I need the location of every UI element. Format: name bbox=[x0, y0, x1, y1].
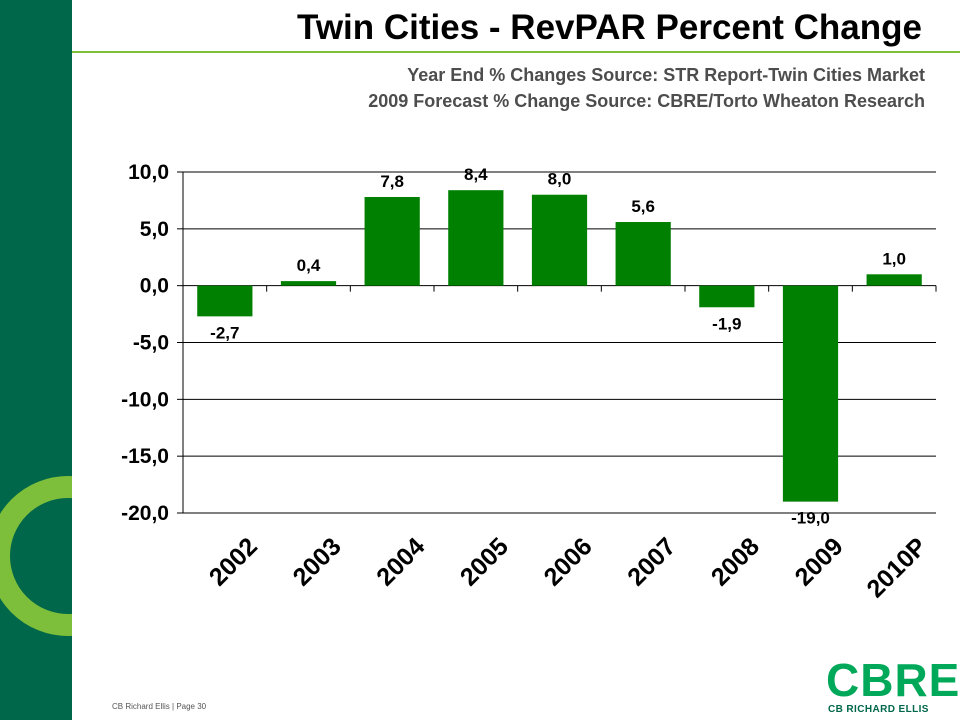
x-tick-label: 2005 bbox=[455, 532, 514, 591]
bar bbox=[782, 285, 839, 502]
y-tick-label: 10,0 bbox=[128, 161, 169, 184]
data-label: 0,4 bbox=[297, 256, 321, 275]
data-label: -1,9 bbox=[712, 314, 741, 333]
x-tick-label: 2004 bbox=[371, 532, 430, 591]
subtitle-line-2: 2009 Forecast % Change Source: CBRE/Tort… bbox=[368, 91, 925, 111]
y-tick-label: 0,0 bbox=[140, 275, 169, 298]
bar bbox=[448, 190, 504, 286]
data-label: 8,0 bbox=[548, 170, 572, 189]
y-tick-label: 5,0 bbox=[140, 218, 169, 241]
y-tick-label: -15,0 bbox=[121, 445, 169, 468]
subtitle: Year End % Changes Source: STR Report-Tw… bbox=[368, 62, 925, 114]
brand-sidebar bbox=[0, 0, 72, 720]
y-tick-label: -20,0 bbox=[121, 502, 169, 525]
x-tick-label: 2007 bbox=[622, 532, 681, 591]
data-label: -19,0 bbox=[791, 509, 830, 528]
x-tick-label: 2008 bbox=[706, 532, 765, 591]
bar bbox=[280, 281, 337, 286]
x-tick-label: 2009 bbox=[790, 532, 849, 591]
data-label: 8,4 bbox=[464, 165, 488, 184]
data-label: 5,6 bbox=[631, 197, 655, 216]
x-tick-label: 2010P bbox=[861, 532, 932, 603]
x-tick-label: 2002 bbox=[204, 532, 263, 591]
bar bbox=[866, 274, 922, 286]
y-tick-label: -10,0 bbox=[121, 388, 169, 411]
subtitle-line-1: Year End % Changes Source: STR Report-Tw… bbox=[407, 65, 925, 85]
title-rule bbox=[72, 51, 960, 53]
bar bbox=[364, 197, 420, 286]
cbre-logo: CBRE CB RICHARD ELLIS bbox=[826, 654, 959, 716]
page-footer: CB Richard Ellis | Page 30 bbox=[112, 702, 207, 711]
x-tick-label: 2003 bbox=[288, 532, 347, 591]
logo-company-name: CB RICHARD ELLIS bbox=[828, 704, 929, 715]
bar bbox=[197, 285, 253, 317]
data-label: 7,8 bbox=[380, 172, 404, 191]
data-label: 1,0 bbox=[882, 249, 906, 268]
bar bbox=[615, 222, 671, 286]
bar bbox=[531, 194, 588, 286]
x-tick-label: 2006 bbox=[539, 532, 598, 591]
logo-wordmark: CBRE bbox=[826, 654, 960, 706]
bar bbox=[699, 285, 755, 308]
y-tick-label: -5,0 bbox=[133, 332, 169, 355]
data-label: -2,7 bbox=[210, 323, 239, 342]
page-title: Twin Cities - RevPAR Percent Change bbox=[297, 8, 922, 47]
